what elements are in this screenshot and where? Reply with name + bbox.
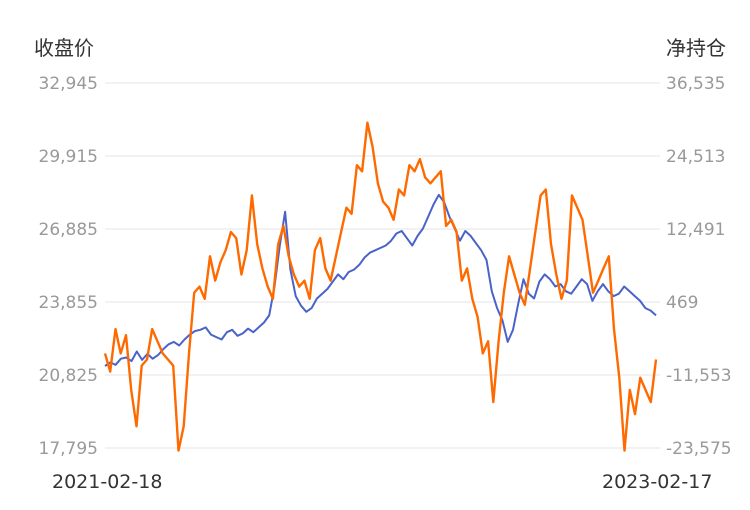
left-tick-label: 17,795 [39,439,98,459]
left-axis-title: 收盘价 [34,36,94,60]
left-axis-ticks: 32,945 29,915 26,885 23,855 20,825 17,795 [39,74,98,459]
closing-price-line [104,193,657,367]
left-tick-label: 23,855 [39,293,98,313]
right-tick-label: 36,535 [666,74,725,94]
x-start-label: 2021-02-18 [52,471,162,493]
gridlines [105,82,660,449]
right-tick-label: 24,513 [666,147,725,167]
right-tick-label: -11,553 [666,366,732,386]
right-tick-label: 469 [666,293,698,313]
left-tick-label: 20,825 [39,366,98,386]
right-tick-label: 12,491 [666,220,725,240]
left-tick-label: 29,915 [39,147,98,167]
left-tick-label: 32,945 [39,74,98,94]
right-axis-ticks: 36,535 24,513 12,491 469 -11,553 -23,575 [666,74,732,459]
left-tick-label: 26,885 [39,220,98,240]
right-tick-label: -23,575 [666,439,732,459]
right-axis-title: 净持仓 [666,36,726,60]
net-position-line [103,121,658,452]
x-end-label: 2023-02-17 [602,471,712,493]
